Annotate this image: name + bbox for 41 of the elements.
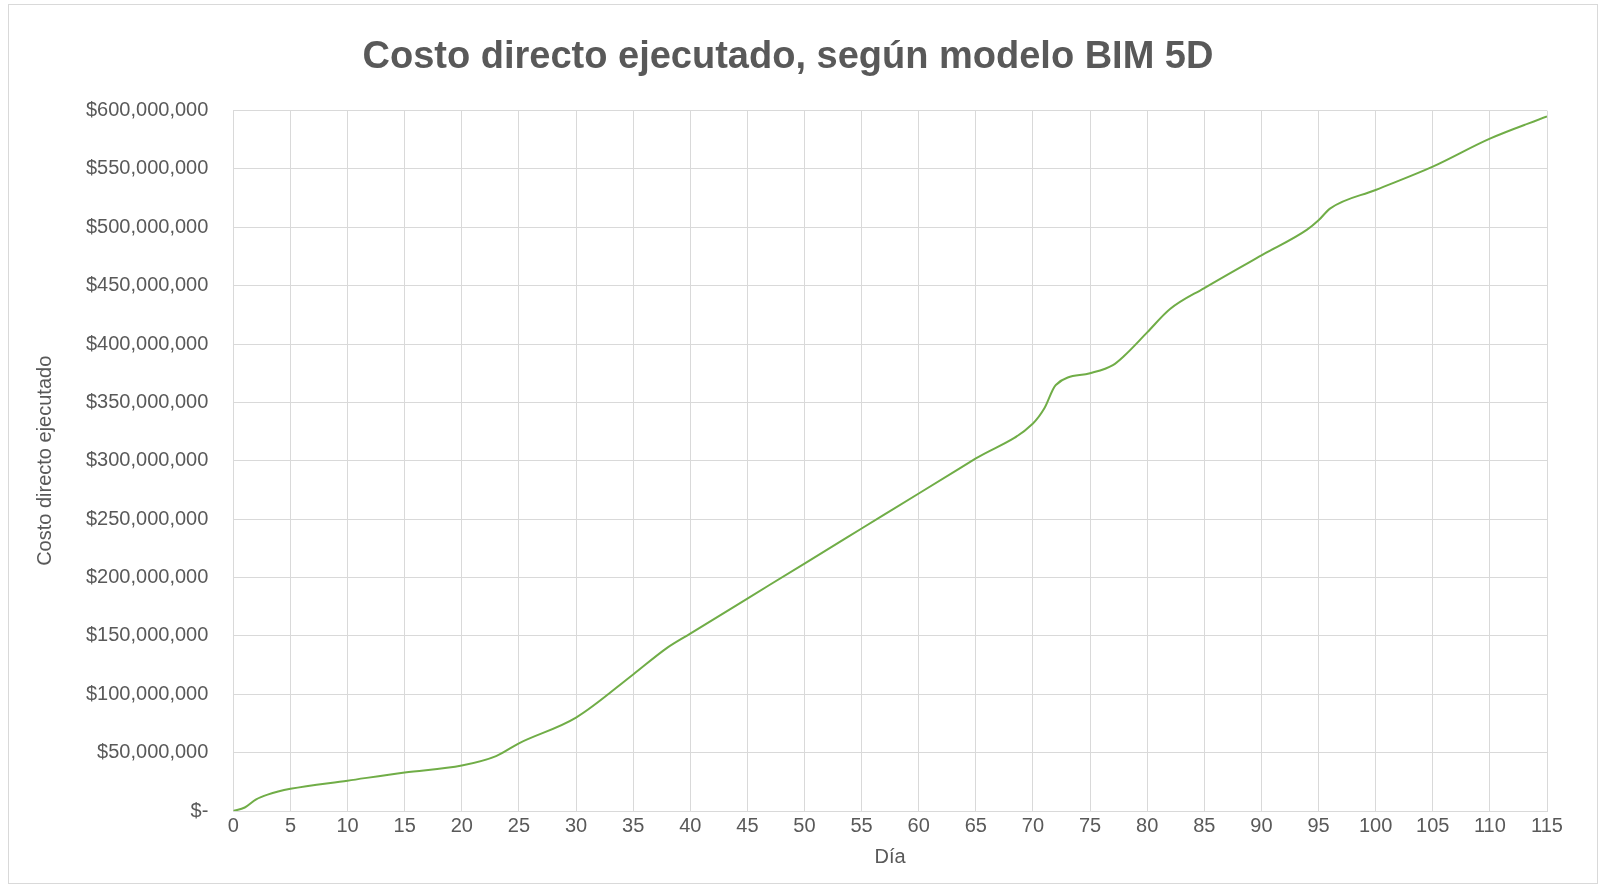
y-axis-title: Costo directo ejecutado — [32, 355, 55, 566]
x-tick-label: 35 — [622, 813, 645, 836]
y-tick-label: $500,000,000 — [86, 214, 209, 237]
y-tick-label: $550,000,000 — [86, 156, 209, 179]
y-tick-label: $400,000,000 — [86, 331, 209, 354]
line-series — [233, 115, 1547, 811]
x-tick-label: 0 — [227, 813, 239, 836]
y-tick-label: $600,000,000 — [86, 98, 209, 121]
y-tick-label: $200,000,000 — [86, 565, 209, 588]
x-tick-label: 55 — [850, 813, 873, 836]
x-tick-label: 5 — [284, 813, 297, 836]
y-tick-label: $450,000,000 — [86, 273, 209, 296]
y-tick-label: $150,000,000 — [86, 623, 209, 646]
x-tick-label: 65 — [964, 813, 987, 836]
x-tick-label: 50 — [793, 813, 816, 836]
x-tick-label: 40 — [679, 813, 702, 836]
y-tick-label: $250,000,000 — [86, 506, 209, 529]
x-tick-label: 105 — [1416, 813, 1450, 836]
x-tick-label: 25 — [507, 813, 531, 836]
x-tick-label: 15 — [393, 813, 416, 836]
x-tick-label: 20 — [450, 813, 473, 836]
y-tick-label: $100,000,000 — [86, 681, 209, 704]
y-tick-label: $50,000,000 — [97, 740, 209, 763]
x-tick-label: 115 — [1531, 813, 1563, 836]
x-tick-label: 90 — [1250, 813, 1273, 836]
x-tick-label: 70 — [1021, 813, 1045, 836]
x-tick-label: 110 — [1473, 813, 1506, 836]
x-tick-label: 60 — [907, 813, 930, 836]
x-tick-label: 85 — [1193, 813, 1216, 836]
x-tick-label: 10 — [336, 813, 359, 836]
chart-title: Costo directo ejecutado, según modelo BIM 5D — [362, 34, 1214, 77]
x-tick-label: 45 — [736, 813, 759, 836]
y-tick-label: $- — [190, 798, 209, 821]
x-axis-title: Día — [874, 844, 907, 867]
y-tick-label: $300,000,000 — [86, 448, 209, 471]
x-tick-label: 30 — [564, 813, 588, 836]
x-tick-label: 100 — [1358, 813, 1393, 836]
x-tick-label: 95 — [1307, 813, 1330, 836]
x-tick-label: 75 — [1078, 813, 1102, 836]
x-tick-label: 80 — [1136, 813, 1159, 836]
y-tick-label: $350,000,000 — [86, 389, 209, 412]
